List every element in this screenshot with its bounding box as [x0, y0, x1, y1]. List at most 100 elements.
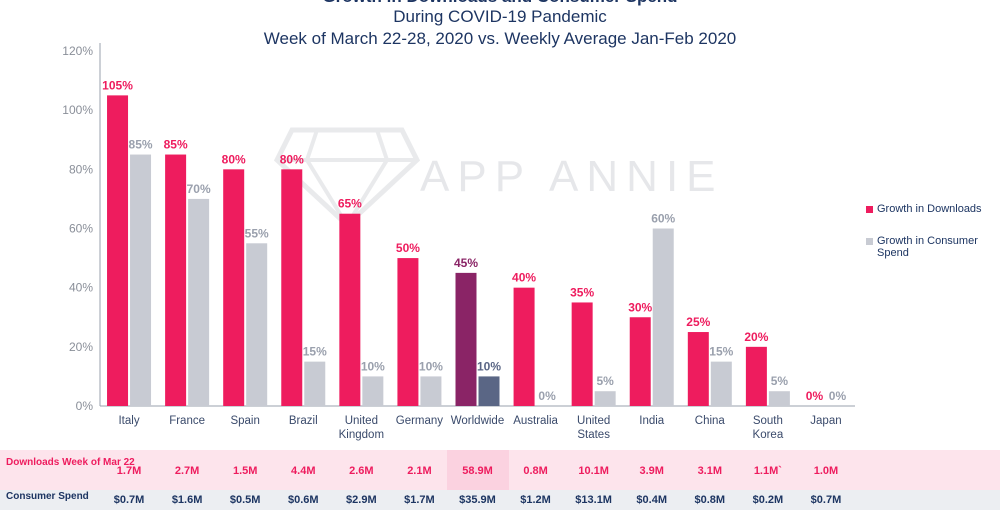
bar-spend — [420, 376, 442, 406]
x-tick-label: Spain — [230, 415, 259, 427]
data-label-downloads: 20% — [744, 330, 768, 344]
x-tick-label: China — [695, 415, 726, 427]
data-label-downloads: 65% — [338, 197, 362, 211]
data-label-spend: 60% — [651, 212, 675, 226]
bar-spend — [478, 376, 500, 406]
x-tick-label: United — [577, 415, 610, 427]
bar-downloads — [687, 332, 709, 406]
data-label-spend: 5% — [596, 374, 614, 388]
x-tick-label: Germany — [396, 415, 444, 427]
downloads-cell: 1.1M` — [753, 465, 782, 477]
bar-downloads — [223, 169, 245, 406]
spend-row-label: Consumer Spend — [6, 491, 89, 502]
bar-spend — [304, 361, 326, 406]
bar-downloads — [455, 272, 477, 406]
spend-cell: $0.2M — [752, 494, 784, 506]
chart-title: Growth in Downloads and Consumer Spend — [0, 0, 1000, 8]
downloads-cell: 58.9M — [462, 465, 493, 477]
downloads-cell: 1.7M — [116, 465, 142, 477]
spend-row: Consumer Spend $0.7M $1.6M $0.5M $0.6M $2.9M… — [0, 490, 1000, 510]
spend-cell: $0.6M — [287, 494, 319, 506]
bar-spend — [652, 228, 674, 406]
bar-spend — [710, 361, 732, 406]
data-label-downloads: 80% — [222, 152, 246, 166]
data-label-downloads: 105% — [102, 78, 133, 92]
bar-spend — [130, 154, 152, 406]
data-label-downloads: 40% — [512, 271, 536, 285]
spend-cell: $2.9M — [346, 494, 377, 506]
worldwide-cell-highlight — [446, 450, 509, 490]
spend-cell: $0.4M — [636, 494, 667, 506]
x-tick-label: Korea — [753, 429, 784, 441]
data-label-spend: 10% — [477, 359, 501, 373]
chart-subtitle-1: During COVID-19 Pandemic — [393, 7, 607, 26]
downloads-cell: 4.4M — [291, 465, 316, 477]
data-label-downloads: 85% — [164, 138, 188, 152]
data-label-spend: 0% — [829, 389, 847, 403]
data-label-spend: 70% — [187, 182, 211, 196]
data-label-spend: 85% — [129, 138, 153, 152]
bar-spend — [594, 391, 616, 406]
bar-spend — [188, 198, 210, 406]
downloads-cell: 10.1M — [578, 465, 609, 477]
data-label-downloads: 25% — [686, 315, 710, 329]
data-label-spend: 15% — [709, 345, 733, 359]
watermark-text: APP ANNIE — [420, 152, 724, 201]
bar-chart: 0% 20% 40% 60% 80% 100% 120% 105% 85% Italy 85% 70%… — [62, 43, 855, 441]
bar-spend — [246, 243, 268, 406]
spend-cell: $0.7M — [113, 494, 145, 506]
chart-legend: Growth in Downloads Growth in Consumer S… — [866, 203, 996, 279]
y-tick-label: 120% — [62, 44, 93, 58]
legend-swatch-spend — [866, 238, 873, 245]
bar-spend — [768, 391, 790, 406]
data-label-downloads: 30% — [628, 300, 652, 314]
legend-item-downloads: Growth in Downloads — [866, 203, 996, 215]
spend-cell: $1.7M — [404, 494, 435, 506]
bar-downloads — [165, 154, 187, 406]
downloads-cell: 2.7M — [174, 465, 200, 477]
y-tick-label: 60% — [69, 222, 93, 236]
bar-downloads — [339, 213, 361, 406]
spend-cell: $0.8M — [694, 494, 726, 506]
spend-cell: $1.2M — [520, 494, 551, 506]
data-label-downloads: 80% — [280, 152, 304, 166]
data-label-downloads: 50% — [396, 241, 420, 255]
y-tick-label: 80% — [69, 162, 93, 176]
downloads-cell: 3.9M — [639, 465, 664, 477]
y-tick-label: 40% — [69, 281, 93, 295]
chart-subtitle-2: Week of March 22-28, 2020 vs. Weekly Ave… — [263, 29, 737, 48]
x-tick-label: France — [169, 415, 205, 427]
bar-downloads — [745, 346, 767, 406]
x-tick-label: Kingdom — [339, 429, 384, 441]
x-tick-label: Worldwide — [451, 415, 504, 427]
spend-cell: $13.1M — [575, 494, 612, 506]
downloads-cell: 1.5M — [232, 465, 258, 477]
bar-downloads — [107, 95, 129, 406]
downloads-cell: 3.1M — [697, 465, 723, 477]
legend-swatch-downloads — [866, 206, 873, 213]
bar-spend — [362, 376, 384, 406]
y-tick-label: 0% — [76, 399, 94, 413]
x-tick-label: States — [577, 429, 610, 441]
x-tick-label: Brazil — [289, 415, 318, 427]
x-tick-label: Japan — [810, 415, 841, 427]
spend-cell: $1.6M — [171, 494, 203, 506]
data-label-spend: 15% — [303, 345, 327, 359]
data-label-spend: 5% — [771, 374, 789, 388]
downloads-cell: 0.8M — [523, 465, 548, 477]
x-tick-label: Italy — [118, 415, 139, 427]
y-tick-label: 20% — [69, 340, 93, 354]
downloads-row-label: Downloads Week of Mar 22 — [6, 457, 135, 468]
spend-cell: $0.5M — [229, 494, 261, 506]
x-tick-label: United — [345, 415, 378, 427]
bar-downloads — [629, 317, 651, 406]
downloads-cell: 2.1M — [407, 465, 432, 477]
data-label-spend: 0% — [538, 389, 556, 403]
data-label-spend: 10% — [361, 359, 385, 373]
downloads-cell: 1.0M — [813, 465, 839, 477]
data-label-downloads: 0% — [806, 389, 824, 403]
x-tick-label: India — [639, 415, 665, 427]
downloads-row: Downloads Week of Mar 22 1.7M 2.7M 1.5M 4.4… — [0, 450, 1000, 490]
bar-downloads — [513, 287, 535, 406]
legend-label-spend: Growth in Consumer Spend — [877, 235, 978, 259]
